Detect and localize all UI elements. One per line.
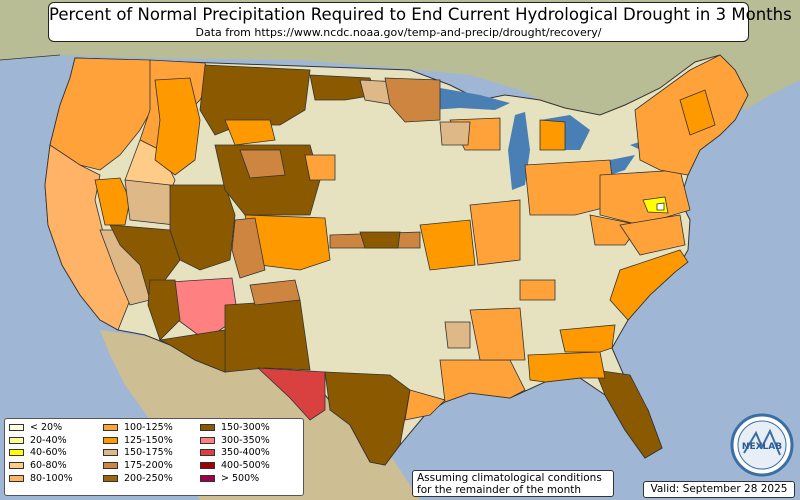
legend-item: 125-150% <box>103 434 173 447</box>
legend-item: 80-100% <box>9 472 73 485</box>
page-subtitle: Data from https://www.ncdc.noaa.gov/temp… <box>195 26 602 39</box>
legend-swatch <box>9 462 24 470</box>
page-title: Percent of Normal Precipitation Required… <box>49 5 792 24</box>
legend-swatch <box>103 475 118 483</box>
legend-swatch <box>200 462 215 470</box>
footnote-box: Assuming climatological conditions for t… <box>412 470 614 497</box>
legend-item: 200-250% <box>103 472 173 485</box>
legend-item: 40-60% <box>9 447 73 460</box>
valid-date: Valid: September 28 2025 <box>643 481 795 498</box>
footnote-line-2: for the remainder of the month <box>417 484 582 496</box>
legend-label: 350-400% <box>221 447 270 459</box>
legend-swatch <box>200 423 215 431</box>
legend-label: 80-100% <box>30 473 73 485</box>
legend-label: < 20% <box>30 421 63 433</box>
legend-swatch <box>9 475 24 483</box>
legend-label: 400-500% <box>221 460 270 472</box>
legend-column-2: 100-125% 125-150% 150-175% 175-200% 200-… <box>103 421 173 485</box>
legend-label: > 500% <box>221 473 260 485</box>
legend-label: 150-175% <box>124 447 173 459</box>
legend-swatch <box>103 462 118 470</box>
legend-column-3: 150-300% 300-350% 350-400% 400-500% > 50… <box>200 421 270 485</box>
border-line <box>0 54 61 61</box>
legend-item: 350-400% <box>200 447 270 460</box>
legend-item: 60-80% <box>9 459 73 472</box>
legend-label: 300-350% <box>221 434 270 446</box>
legend-swatch <box>200 436 215 444</box>
drought-regions <box>44 54 749 466</box>
title-box: Percent of Normal Precipitation Required… <box>48 2 792 42</box>
legend-item: 150-175% <box>103 447 173 460</box>
legend-label: 175-200% <box>124 460 173 472</box>
legend-item: 20-40% <box>9 434 73 447</box>
logo-text: NEXLAB <box>742 442 782 452</box>
legend-label: 20-40% <box>30 434 67 446</box>
legend-item: 300-350% <box>200 434 270 447</box>
logo-chart-icon <box>743 428 781 456</box>
legend-label: 125-150% <box>124 434 173 446</box>
legend-column-1: < 20% 20-40% 40-60% 60-80% 80-100% <box>9 421 73 485</box>
legend-swatch <box>200 475 215 483</box>
legend-swatch <box>9 449 24 457</box>
legend-label: 100-125% <box>124 421 173 433</box>
nexlab-logo: NEXLAB <box>730 413 794 477</box>
legend-label: 60-80% <box>30 460 67 472</box>
legend-swatch <box>9 436 24 444</box>
legend-swatch <box>200 449 215 457</box>
legend-item: > 500% <box>200 472 270 485</box>
legend: < 20% 20-40% 40-60% 60-80% 80-100% 100-1… <box>4 418 304 496</box>
legend-item: < 20% <box>9 421 73 434</box>
legend-item: 175-200% <box>103 459 173 472</box>
legend-label: 150-300% <box>221 421 270 433</box>
legend-swatch <box>103 423 118 431</box>
legend-swatch <box>103 436 118 444</box>
legend-label: 200-250% <box>124 473 173 485</box>
footnote-line-1: Assuming climatological conditions <box>417 472 602 484</box>
legend-item: 150-300% <box>200 421 270 434</box>
legend-item: 400-500% <box>200 459 270 472</box>
legend-item: 100-125% <box>103 421 173 434</box>
legend-label: 40-60% <box>30 447 67 459</box>
legend-swatch <box>9 423 24 431</box>
legend-swatch <box>103 449 118 457</box>
